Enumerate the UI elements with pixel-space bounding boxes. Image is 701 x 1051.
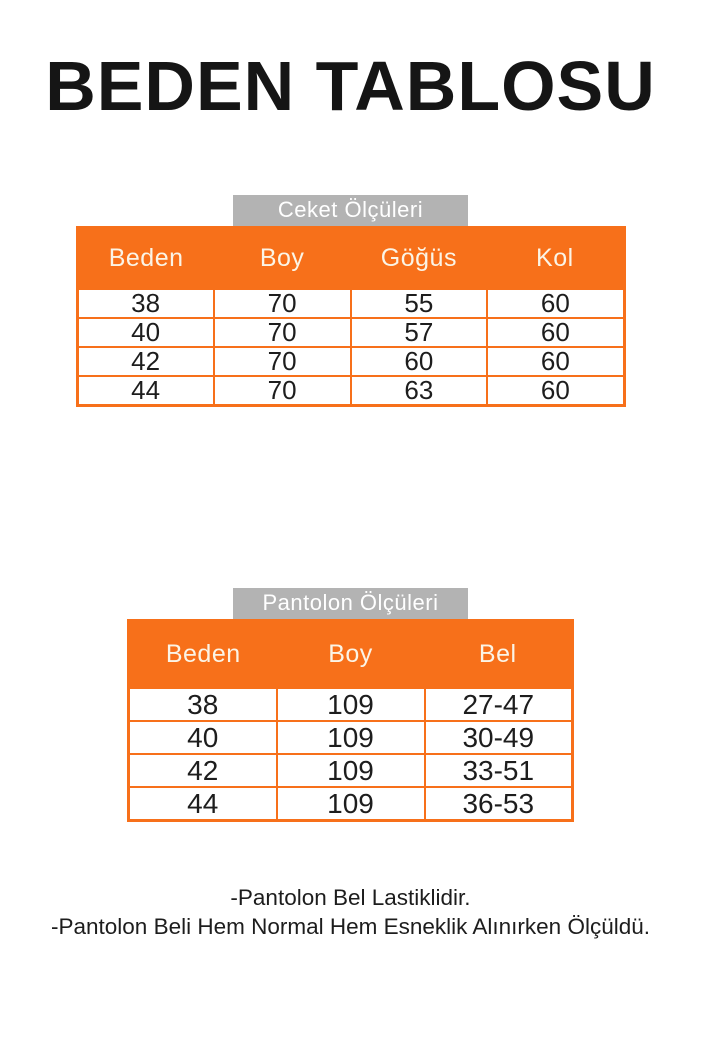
table-cell: 30-49 xyxy=(423,719,574,755)
table-cell: 70 xyxy=(212,316,352,348)
table-row: 38 109 27-47 xyxy=(127,686,574,722)
jacket-section-label: Ceket Ölçüleri xyxy=(233,195,468,226)
table-row: 44 109 36-53 xyxy=(127,785,574,821)
table-cell: 60 xyxy=(486,374,625,406)
table-row: 44 70 63 60 xyxy=(76,374,625,406)
table-cell: 109 xyxy=(275,719,426,755)
table-cell: 60 xyxy=(486,287,625,319)
table-cell: 44 xyxy=(76,374,215,406)
column-header: Boy xyxy=(213,227,351,289)
table-row: 40 109 30-49 xyxy=(127,719,574,755)
table-row: 42 70 60 60 xyxy=(76,345,625,377)
jacket-measurements-section: Ceket Ölçüleri Beden Boy Göğüs Kol 38 70 55 60 4… xyxy=(0,195,701,407)
table-cell: 60 xyxy=(349,345,489,377)
footnote-line-2: -Pantolon Beli Hem Normal Hem Esneklik A… xyxy=(51,914,650,939)
table-cell: 60 xyxy=(486,316,625,348)
table-header-row: Beden Boy Bel xyxy=(128,620,573,688)
table-row: 40 70 57 60 xyxy=(76,316,625,348)
table-cell: 33-51 xyxy=(423,752,574,788)
table-cell: 40 xyxy=(76,316,215,348)
table-row: 38 70 55 60 xyxy=(76,287,625,319)
table-cell: 109 xyxy=(275,686,426,722)
table-cell: 109 xyxy=(275,785,426,821)
page-title: BEDEN TABLOSU xyxy=(45,47,656,125)
table-cell: 40 xyxy=(127,719,278,755)
table-header-row: Beden Boy Göğüs Kol xyxy=(77,227,624,289)
column-header: Bel xyxy=(424,620,573,688)
table-cell: 42 xyxy=(127,752,278,788)
column-header: Kol xyxy=(487,227,624,289)
column-header: Beden xyxy=(128,620,277,688)
table-row: 42 109 33-51 xyxy=(127,752,574,788)
column-header: Beden xyxy=(77,227,214,289)
table-cell: 38 xyxy=(76,287,215,319)
column-header: Boy xyxy=(276,620,425,688)
table-cell: 55 xyxy=(349,287,489,319)
table-cell: 36-53 xyxy=(423,785,574,821)
pants-section-label: Pantolon Ölçüleri xyxy=(233,588,468,619)
column-header: Göğüs xyxy=(350,227,488,289)
table-cell: 60 xyxy=(486,345,625,377)
table-cell: 70 xyxy=(212,287,352,319)
table-cell: 42 xyxy=(76,345,215,377)
table-cell: 38 xyxy=(127,686,278,722)
footnote-line-1: -Pantolon Bel Lastiklidir. xyxy=(230,885,471,910)
table-cell: 63 xyxy=(349,374,489,406)
footnotes: -Pantolon Bel Lastiklidir. -Pantolon Bel… xyxy=(0,883,701,941)
pants-size-table: Beden Boy Bel 38 109 27-47 40 109 30-49 42 109 33-5… xyxy=(127,619,574,822)
table-cell: 44 xyxy=(127,785,278,821)
table-cell: 70 xyxy=(212,374,352,406)
jacket-size-table: Beden Boy Göğüs Kol 38 70 55 60 40 70 57 60 42 70 60 60… xyxy=(75,226,626,407)
table-cell: 70 xyxy=(212,345,352,377)
table-cell: 57 xyxy=(349,316,489,348)
table-cell: 109 xyxy=(275,752,426,788)
table-cell: 27-47 xyxy=(423,686,574,722)
pants-measurements-section: Pantolon Ölçüleri Beden Boy Bel 38 109 27-47 4… xyxy=(0,588,701,822)
